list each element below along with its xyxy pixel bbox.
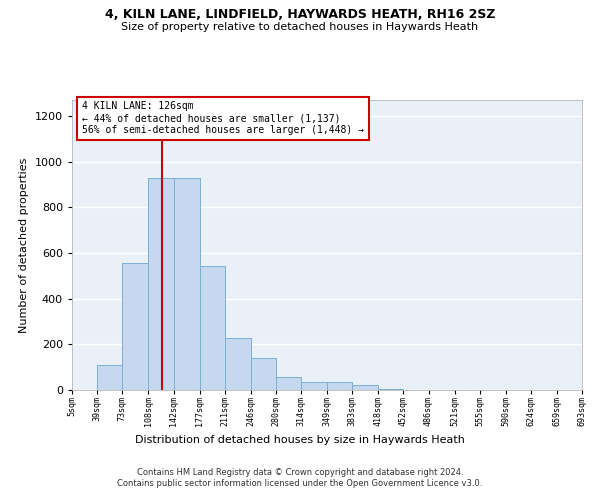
Bar (97, 366, 122, 390)
Bar (173, 178, 199, 390)
Bar (352, 385, 378, 390)
Bar (327, 382, 352, 390)
Bar (276, 378, 301, 390)
Bar (199, 266, 225, 390)
Bar (122, 264, 148, 390)
Bar (251, 358, 276, 390)
Text: Distribution of detached houses by size in Haywards Heath: Distribution of detached houses by size … (135, 435, 465, 445)
Bar (148, 178, 173, 390)
Bar (225, 338, 251, 390)
Text: Contains HM Land Registry data © Crown copyright and database right 2024.
Contai: Contains HM Land Registry data © Crown c… (118, 468, 482, 487)
Text: 4 KILN LANE: 126sqm
← 44% of detached houses are smaller (1,137)
56% of semi-det: 4 KILN LANE: 126sqm ← 44% of detached ho… (82, 102, 364, 134)
Text: 4, KILN LANE, LINDFIELD, HAYWARDS HEATH, RH16 2SZ: 4, KILN LANE, LINDFIELD, HAYWARDS HEATH,… (105, 8, 495, 20)
Bar (301, 382, 327, 390)
Text: Size of property relative to detached houses in Haywards Heath: Size of property relative to detached ho… (121, 22, 479, 32)
Y-axis label: Number of detached properties: Number of detached properties (19, 158, 29, 332)
